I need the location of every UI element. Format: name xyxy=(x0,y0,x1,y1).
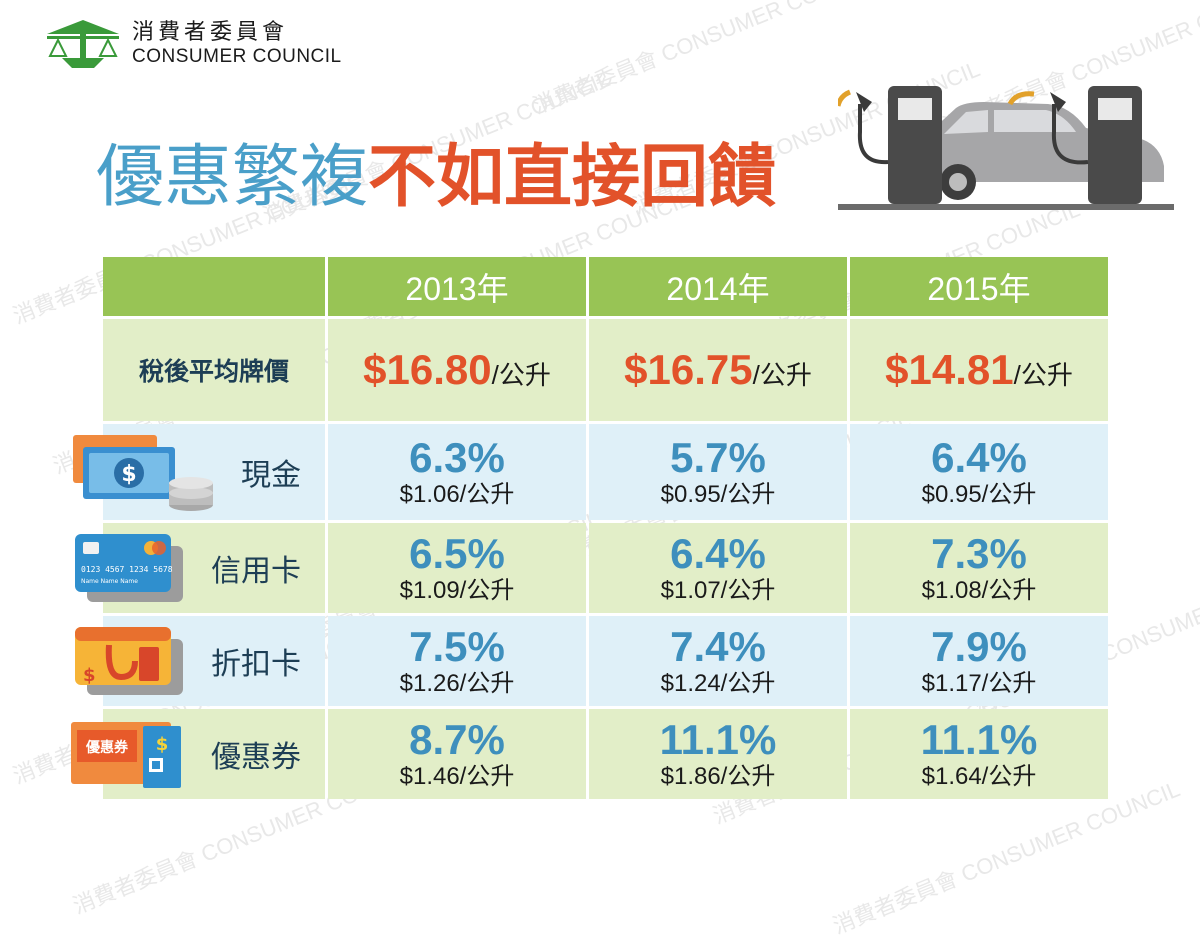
payment-method-label: 優惠券 xyxy=(211,740,301,775)
discount-cell: 7.4% $1.24/公升 xyxy=(589,616,847,706)
discount-amount: $0.95/公升 xyxy=(660,481,776,508)
discount-cell: 8.7% $1.46/公升 xyxy=(328,709,586,799)
discount-percent: 11.1% xyxy=(659,716,777,763)
svg-text:$: $ xyxy=(156,734,169,755)
discount-percent: 6.5% xyxy=(409,530,505,577)
discount-amount: $1.09/公升 xyxy=(399,577,515,604)
payment-method-label: 現金 xyxy=(241,458,301,493)
payment-row-discount-card: $ 折扣卡 7.5% $1.26/公升 7.4% $1.24/公升 7.9% $1.1… xyxy=(75,616,1108,706)
discount-amount: $1.08/公升 xyxy=(921,577,1037,604)
payment-method-label: 折扣卡 xyxy=(211,647,301,682)
discount-percent: 7.5% xyxy=(409,623,505,670)
coupon-text: 優惠券 xyxy=(85,739,129,756)
price-unit: /公升 xyxy=(1013,360,1073,390)
discount-cell: 6.3% $1.06/公升 xyxy=(328,424,586,520)
payment-row-coupon: 優惠券 $ 優惠券 8.7% $1.46/公升 11.1% $1.86/公升 11.… xyxy=(71,709,1108,799)
discount-percent: 7.3% xyxy=(931,530,1027,577)
svg-text:$: $ xyxy=(121,462,136,487)
coupon-icon: 優惠券 $ xyxy=(71,722,181,788)
discount-amount: $1.86/公升 xyxy=(660,763,776,790)
logo-name-en: CONSUMER COUNCIL xyxy=(132,46,342,67)
price-row: 稅後平均牌價 $16.80/公升 $16.75/公升 $14.81/公升 xyxy=(103,319,1108,421)
credit-card-icon: 0123 4567 1234 5678 Name Name Name xyxy=(75,534,183,602)
fuel-discount-table: 2013年 2014年 2015年 稅後平均牌價 $16.80/公升 $16.7… xyxy=(71,254,1111,802)
payment-row-cash: $ 現金 6.3% $1.06/公升 5.7% $0.95/公升 6.4% $0.95… xyxy=(73,424,1108,520)
price-value: $14.81 xyxy=(885,346,1014,393)
discount-amount: $1.46/公升 xyxy=(399,763,515,790)
header-corner-cell xyxy=(103,257,325,316)
svg-text:$: $ xyxy=(83,665,96,686)
logo-name-zh: 消費者委員會 xyxy=(132,20,289,45)
cash-icon: $ xyxy=(73,435,213,511)
discount-percent: 6.4% xyxy=(670,530,766,577)
discount-amount: $1.06/公升 xyxy=(399,481,515,508)
scales-icon xyxy=(47,20,119,68)
price-unit: /公升 xyxy=(491,360,551,390)
discount-amount: $1.24/公升 xyxy=(660,670,776,697)
headline-part-2: 不如直接回饋 xyxy=(368,138,777,217)
discount-amount: $0.95/公升 xyxy=(921,481,1037,508)
headline-part-1: 優惠繁複 xyxy=(96,138,369,217)
column-header: 2014年 xyxy=(589,257,847,316)
watermark: 消費者委員會 CONSUMER COUNCIL xyxy=(529,0,884,119)
card-holder: Name Name Name xyxy=(81,578,138,585)
payment-label-cell: 優惠券 $ 優惠券 xyxy=(71,709,325,799)
discount-percent: 11.1% xyxy=(920,716,1038,763)
payment-method-label: 信用卡 xyxy=(211,554,301,589)
price-row-label: 稅後平均牌價 xyxy=(103,319,325,421)
column-header: 2015年 xyxy=(850,257,1108,316)
discount-cell: 7.9% $1.17/公升 xyxy=(850,616,1108,706)
discount-cell: 5.7% $0.95/公升 xyxy=(589,424,847,520)
price-unit: /公升 xyxy=(752,360,812,390)
discount-card-icon: $ xyxy=(75,627,183,695)
price-cell: $14.81/公升 xyxy=(850,319,1108,421)
discount-percent: 6.3% xyxy=(409,434,505,481)
discount-cell: 6.5% $1.09/公升 xyxy=(328,523,586,613)
discount-amount: $1.26/公升 xyxy=(399,670,515,697)
payment-label-cell: $ 現金 xyxy=(73,424,325,520)
gas-pump-car-illustration xyxy=(838,86,1174,210)
fuel-pump-icon xyxy=(1007,86,1142,204)
column-header: 2013年 xyxy=(328,257,586,316)
discount-cell: 7.3% $1.08/公升 xyxy=(850,523,1108,613)
discount-amount: $1.17/公升 xyxy=(921,670,1037,697)
payment-label-cell: 0123 4567 1234 5678 Name Name Name 信用卡 xyxy=(75,523,325,613)
discount-cell: 11.1% $1.64/公升 xyxy=(850,709,1108,799)
discount-percent: 7.9% xyxy=(931,623,1027,670)
headline: 優惠繁複不如直接回饋 xyxy=(96,138,776,218)
payment-label-cell: $ 折扣卡 xyxy=(75,616,325,706)
card-number: 0123 4567 1234 5678 xyxy=(81,565,173,574)
consumer-council-logo: 消費者委員會 CONSUMER COUNCIL xyxy=(44,18,342,70)
discount-cell: 7.5% $1.26/公升 xyxy=(328,616,586,706)
discount-amount: $1.07/公升 xyxy=(660,577,776,604)
fuel-pump-icon xyxy=(838,86,942,204)
payment-row-credit-card: 0123 4567 1234 5678 Name Name Name 信用卡 6… xyxy=(75,523,1108,613)
price-cell: $16.80/公升 xyxy=(328,319,586,421)
price-value: $16.80 xyxy=(363,346,492,393)
discount-cell: 6.4% $1.07/公升 xyxy=(589,523,847,613)
discount-percent: 6.4% xyxy=(931,434,1027,481)
discount-cell: 11.1% $1.86/公升 xyxy=(589,709,847,799)
discount-percent: 5.7% xyxy=(670,434,766,481)
discount-cell: 6.4% $0.95/公升 xyxy=(850,424,1108,520)
header-row: 2013年 2014年 2015年 xyxy=(103,257,1108,316)
discount-percent: 8.7% xyxy=(409,716,505,763)
discount-amount: $1.64/公升 xyxy=(921,763,1037,790)
discount-percent: 7.4% xyxy=(670,623,766,670)
price-value: $16.75 xyxy=(624,346,753,393)
price-cell: $16.75/公升 xyxy=(589,319,847,421)
